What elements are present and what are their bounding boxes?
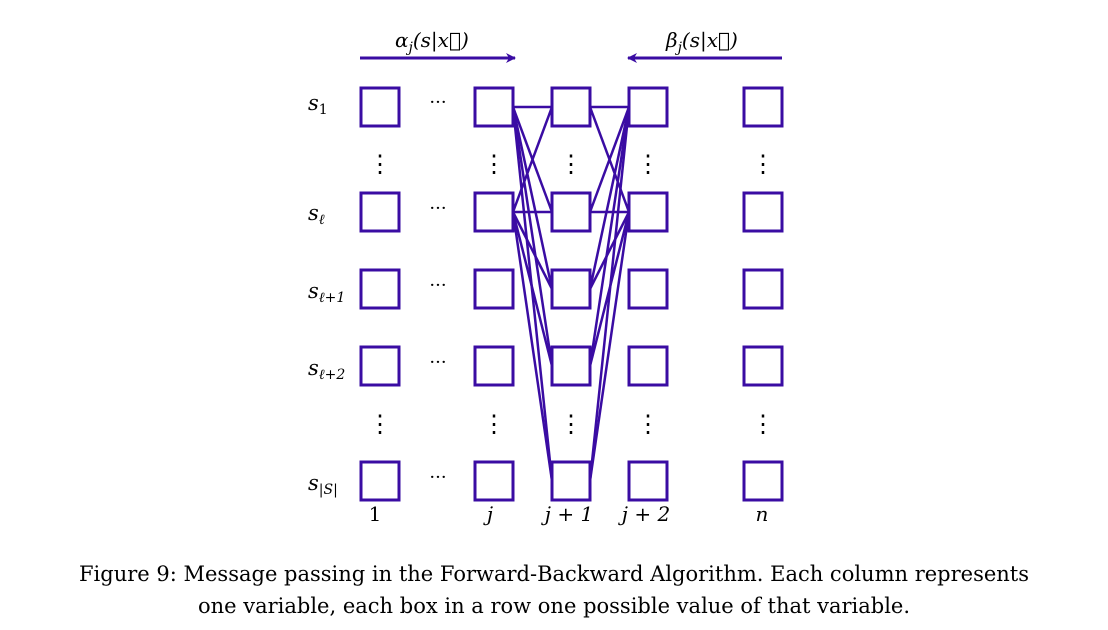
backward-edge-ell-to-last	[588, 211, 631, 482]
hdots-row-ell: ···	[429, 198, 446, 219]
state-box-col-j1-row-1	[550, 86, 592, 128]
state-box-col-n-row-last	[742, 460, 784, 502]
vdots-col-j-bottom: ⋮	[482, 410, 506, 438]
backward-edge-ell-to-1	[588, 106, 631, 213]
column-label-j: j	[483, 502, 493, 526]
state-box-col-j2-row-ell	[627, 191, 669, 233]
state-box-col-n-row-ell2	[742, 345, 784, 387]
state-box-col-j2-row-last	[627, 460, 669, 502]
column-label-j-plus-1: j + 1	[541, 502, 593, 526]
state-box-col-1-row-1	[359, 86, 401, 128]
state-box-col-1-row-last	[359, 460, 401, 502]
vdots-col-j2-bottom: ⋮	[636, 410, 660, 438]
forward-edge-1-to-ell1	[511, 106, 554, 290]
state-box-col-j-row-1	[473, 86, 515, 128]
state-box-col-j-row-last	[473, 460, 515, 502]
horizontal-ellipses: ··· ··· ··· ··· ···	[429, 92, 446, 488]
column-labels: 1 j j + 1 j + 2 n	[369, 502, 769, 526]
vdots-col-j1-top: ⋮	[559, 150, 583, 178]
state-box-col-j1-row-ell2	[550, 345, 592, 387]
state-box-col-j1-row-ell	[550, 191, 592, 233]
figure-caption: Figure 9: Message passing in the Forward…	[30, 558, 1078, 622]
state-box-col-j1-row-ell1	[550, 268, 592, 310]
row-labels: s1 sℓ sℓ+1 sℓ+2 s|S|	[308, 91, 345, 498]
forward-edge-ell-to-last	[511, 211, 554, 482]
hdots-row-1: ···	[429, 92, 446, 113]
state-box-col-j-row-ell2	[473, 345, 515, 387]
caption-line-2: one variable, each box in a row one poss…	[197, 594, 911, 618]
vdots-col-1-top: ⋮	[368, 150, 392, 178]
vertical-ellipses: ⋮ ⋮ ⋮ ⋮ ⋮ ⋮ ⋮ ⋮ ⋮ ⋮	[368, 150, 775, 438]
backward-edge-ell-to-ell1	[588, 211, 631, 290]
backward-edge-1-to-ell2	[588, 106, 631, 367]
forward-label: αj(s|x⃗)	[395, 28, 469, 56]
forward-edge-ell-to-ell2	[511, 211, 554, 367]
backward-edge-ell-to-ell2	[588, 211, 631, 367]
vdots-col-n-bottom: ⋮	[751, 410, 775, 438]
message-edges	[511, 105, 631, 482]
hdots-row-ell-plus-1: ···	[429, 275, 446, 296]
state-box-col-j-row-ell	[473, 191, 515, 233]
column-label-j-plus-2: j + 2	[618, 502, 670, 526]
vdots-col-n-top: ⋮	[751, 150, 775, 178]
state-box-col-j1-row-last	[550, 460, 592, 502]
state-box-col-1-row-ell2	[359, 345, 401, 387]
state-box-col-j2-row-ell2	[627, 345, 669, 387]
state-box-col-n-row-ell1	[742, 268, 784, 310]
row-label-s-card: s|S|	[308, 471, 338, 498]
state-box-col-1-row-ell	[359, 191, 401, 233]
vdots-col-1-bottom: ⋮	[368, 410, 392, 438]
state-box-col-1-row-ell1	[359, 268, 401, 310]
forward-backward-diagram: αj(s|x⃗) βj(s|x⃗) s1 sℓ sℓ+1 sℓ+2 s|S|	[308, 28, 784, 526]
state-box-col-n-row-1	[742, 86, 784, 128]
column-label-n: n	[756, 502, 769, 526]
caption-line-1: Figure 9: Message passing in the Forward…	[78, 562, 1030, 586]
state-box-col-j-row-ell1	[473, 268, 515, 310]
row-label-s-ell-plus-1: sℓ+1	[308, 279, 345, 306]
row-label-s-ell: sℓ	[308, 201, 325, 228]
row-label-s-ell-plus-2: sℓ+2	[308, 356, 345, 383]
state-box-col-j2-row-1	[627, 86, 669, 128]
backward-label: βj(s|x⃗)	[665, 28, 738, 56]
row-label-s1: s1	[308, 91, 328, 118]
vdots-col-j1-bottom: ⋮	[559, 410, 583, 438]
state-box-col-n-row-ell	[742, 191, 784, 233]
vdots-col-j2-top: ⋮	[636, 150, 660, 178]
vdots-col-j-top: ⋮	[482, 150, 506, 178]
forward-edge-1-to-ell2	[511, 106, 554, 367]
column-label-1: 1	[369, 502, 382, 526]
hdots-row-ell-plus-2: ···	[429, 352, 446, 373]
state-boxes	[359, 86, 784, 502]
forward-edge-ell-to-ell1	[511, 211, 554, 290]
hdots-row-last: ···	[429, 467, 446, 488]
backward-edge-1-to-ell1	[588, 106, 631, 290]
state-box-col-j2-row-ell1	[627, 268, 669, 310]
forward-edge-ell-to-1	[511, 106, 554, 213]
